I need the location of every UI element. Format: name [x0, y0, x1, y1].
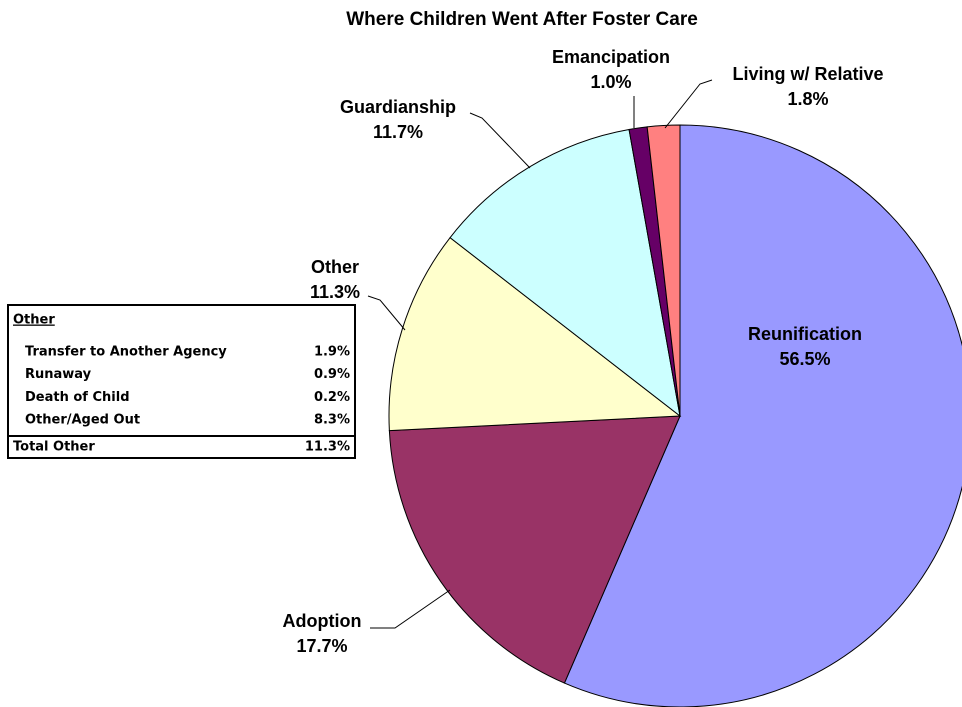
table-row-label: Death of Child	[25, 390, 130, 405]
table-row-value: 0.2%	[314, 390, 350, 405]
table-row-label: Transfer to Another Agency	[25, 345, 227, 360]
other-table: Other Total Other 11.3% Transfer to Anot…	[7, 304, 356, 459]
leader-line	[370, 589, 451, 629]
leader-line	[469, 112, 531, 169]
chart-title: Where Children Went After Foster Care	[346, 9, 698, 30]
pie-slice	[388, 415, 681, 684]
leader-line	[367, 295, 406, 331]
slice-label: Guardianship	[340, 97, 456, 117]
table-row-label: Runaway	[25, 367, 92, 382]
slice-value-label: 1.0%	[590, 72, 631, 92]
slice-label: Other	[311, 257, 359, 277]
pie-slice	[646, 124, 681, 417]
labels: Reunification 56.5% Adoption 17.7% Other 11.3…	[283, 47, 884, 656]
slice-label: Living w/ Relative	[732, 64, 883, 84]
total-label: Total Other	[13, 440, 95, 455]
slice-value-label: 17.7%	[296, 636, 347, 656]
table-row-label: Other/Aged Out	[25, 413, 140, 428]
pie-slice	[563, 124, 962, 707]
table-row-value: 8.3%	[314, 413, 350, 428]
slice-value-label: 11.7%	[373, 122, 423, 142]
table-row-value: 0.9%	[314, 367, 350, 382]
leader-line	[664, 79, 713, 129]
slice-value-label: 11.3%	[310, 282, 360, 302]
total-box	[7, 435, 356, 459]
table-title: Other	[13, 313, 55, 328]
pie-slice	[388, 236, 682, 432]
table-row-value: 1.9%	[314, 345, 350, 360]
table-box	[7, 304, 356, 437]
pie	[388, 124, 962, 707]
slice-value-label: 56.5%	[779, 349, 830, 369]
slice-label: Emancipation	[552, 47, 670, 67]
slice-label: Adoption	[283, 611, 362, 631]
slice-value-label: 1.8%	[787, 89, 828, 109]
total-value: 11.3%	[305, 440, 350, 455]
slice-label: Reunification	[748, 324, 862, 344]
